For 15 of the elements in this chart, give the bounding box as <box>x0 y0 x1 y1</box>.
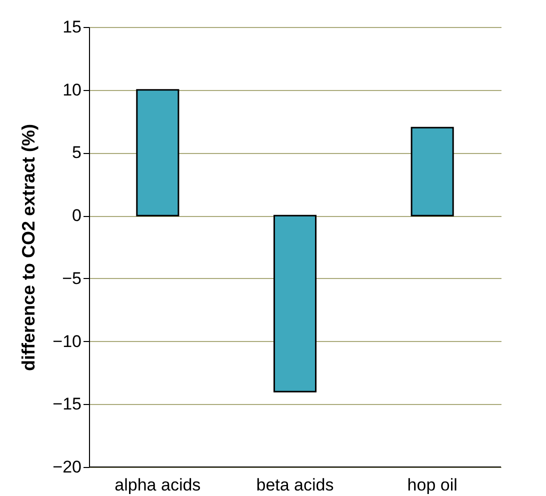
y-tick-label: 15 <box>62 18 82 36</box>
bar <box>273 214 317 392</box>
bar <box>136 89 180 216</box>
x-tick-label: beta acids <box>256 476 334 494</box>
y-tick-label: −20 <box>52 458 82 476</box>
y-tick-label: −5 <box>62 268 82 288</box>
y-tick-label: −10 <box>52 332 82 351</box>
y-tick-label: 0 <box>72 206 82 226</box>
x-tick-label: alpha acids <box>114 476 201 494</box>
y-tick-label: 10 <box>62 80 82 100</box>
bar <box>410 126 454 216</box>
y-tick-label: 5 <box>72 143 82 162</box>
y-tick-label: −15 <box>52 394 82 414</box>
y-axis-title: difference to CO2 extract (%) <box>18 124 39 372</box>
x-tick-label: hop oil <box>407 476 458 494</box>
